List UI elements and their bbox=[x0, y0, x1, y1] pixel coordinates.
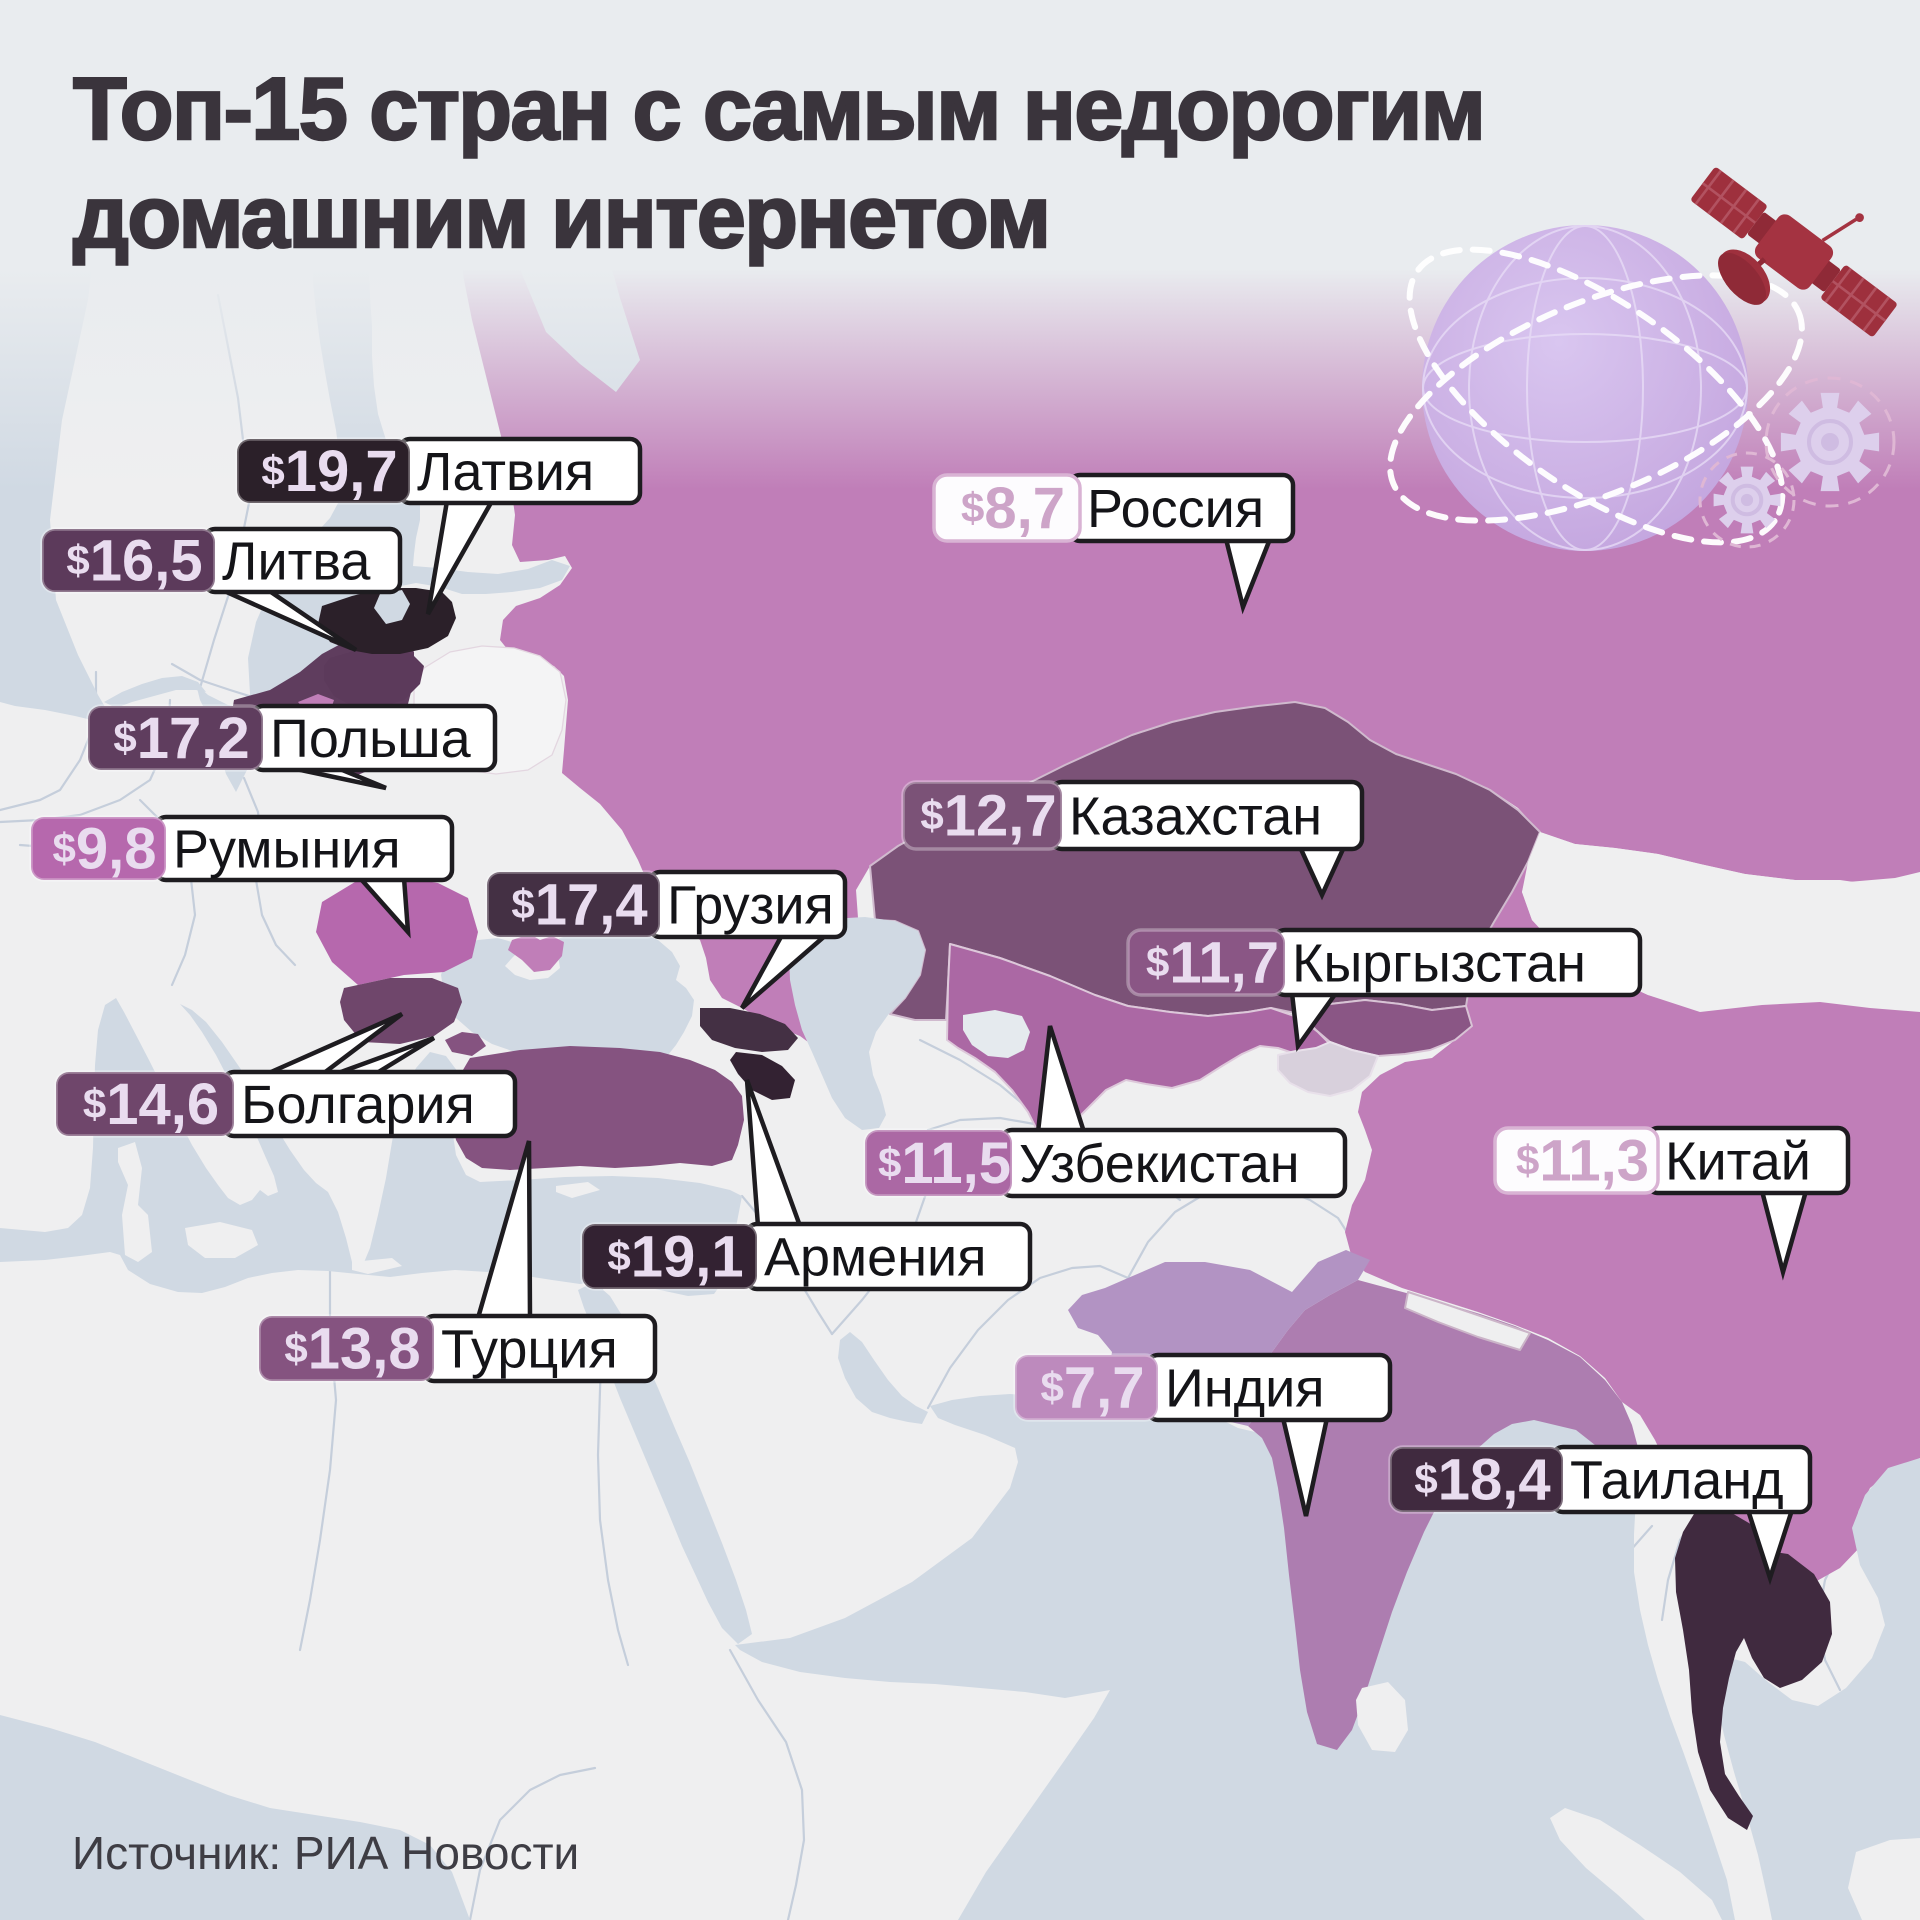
svg-text:Латвия: Латвия bbox=[417, 442, 594, 502]
svg-text:$14,6: $14,6 bbox=[83, 1072, 219, 1137]
svg-text:$17,4: $17,4 bbox=[511, 873, 647, 938]
svg-text:Кыргызстан: Кыргызстан bbox=[1292, 934, 1586, 994]
svg-text:Источник: РИА Новости: Источник: РИА Новости bbox=[72, 1827, 579, 1879]
svg-text:Казахстан: Казахстан bbox=[1069, 787, 1322, 847]
svg-text:$9,8: $9,8 bbox=[53, 817, 157, 882]
svg-text:$13,8: $13,8 bbox=[284, 1317, 420, 1382]
svg-text:Армения: Армения bbox=[764, 1228, 986, 1288]
svg-text:Грузия: Грузия bbox=[667, 876, 834, 936]
svg-text:$11,3: $11,3 bbox=[1516, 1129, 1649, 1194]
svg-text:$19,1: $19,1 bbox=[607, 1225, 743, 1290]
svg-text:$7,7: $7,7 bbox=[1041, 1356, 1145, 1421]
svg-text:$8,7: $8,7 bbox=[961, 476, 1065, 541]
svg-text:Таиланд: Таиланд bbox=[1570, 1451, 1784, 1511]
svg-text:Россия: Россия bbox=[1087, 479, 1264, 539]
svg-text:домашним интернетом: домашним интернетом bbox=[73, 167, 1050, 266]
svg-text:$18,4: $18,4 bbox=[1414, 1448, 1550, 1513]
svg-text:Турция: Турция bbox=[441, 1320, 618, 1380]
svg-text:$11,7: $11,7 bbox=[1146, 931, 1279, 996]
svg-text:$12,7: $12,7 bbox=[920, 784, 1056, 849]
svg-text:$16,5: $16,5 bbox=[66, 529, 202, 594]
svg-text:$19,7: $19,7 bbox=[261, 439, 397, 504]
svg-text:Литва: Литва bbox=[222, 532, 371, 592]
svg-text:Индия: Индия bbox=[1165, 1359, 1325, 1419]
svg-text:Китай: Китай bbox=[1665, 1132, 1811, 1192]
svg-text:Болгария: Болгария bbox=[241, 1075, 475, 1135]
svg-text:Польша: Польша bbox=[270, 709, 472, 769]
svg-text:Топ-15 стран с самым недорогим: Топ-15 стран с самым недорогим bbox=[73, 59, 1484, 158]
svg-text:Румыния: Румыния bbox=[173, 820, 401, 880]
svg-text:$11,5: $11,5 bbox=[878, 1131, 1011, 1196]
svg-text:Узбекистан: Узбекистан bbox=[1019, 1134, 1300, 1194]
svg-text:$17,2: $17,2 bbox=[113, 706, 249, 771]
